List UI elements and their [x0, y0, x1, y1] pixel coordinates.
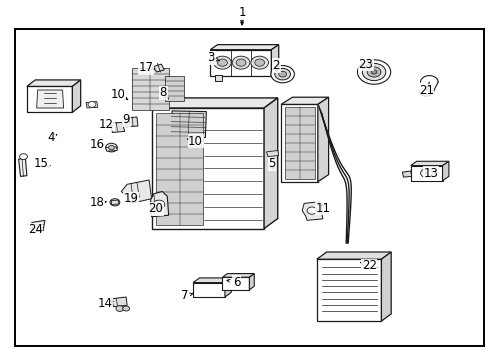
Circle shape — [278, 71, 286, 77]
Circle shape — [153, 200, 164, 209]
Bar — [165, 76, 183, 101]
Text: 13: 13 — [423, 167, 438, 180]
Polygon shape — [410, 166, 442, 181]
Polygon shape — [37, 90, 63, 108]
Text: 4: 4 — [47, 131, 55, 144]
Polygon shape — [264, 98, 277, 229]
Polygon shape — [381, 252, 390, 321]
Text: 6: 6 — [232, 276, 240, 289]
Circle shape — [20, 154, 27, 159]
Circle shape — [105, 143, 117, 152]
Polygon shape — [125, 117, 138, 127]
Text: 9: 9 — [122, 113, 130, 126]
Circle shape — [357, 60, 390, 84]
Polygon shape — [281, 97, 328, 104]
Circle shape — [420, 169, 431, 177]
Polygon shape — [302, 202, 322, 220]
Circle shape — [122, 306, 129, 311]
Polygon shape — [271, 45, 278, 76]
Circle shape — [232, 56, 249, 69]
Text: 12: 12 — [99, 118, 114, 131]
Circle shape — [366, 67, 380, 77]
Circle shape — [362, 63, 385, 81]
Circle shape — [274, 68, 290, 80]
Text: 11: 11 — [315, 202, 329, 215]
Polygon shape — [316, 259, 381, 321]
Polygon shape — [442, 161, 448, 181]
Circle shape — [88, 102, 96, 107]
Circle shape — [306, 207, 316, 214]
Circle shape — [250, 56, 268, 69]
Text: 16: 16 — [89, 138, 104, 151]
Text: 20: 20 — [148, 202, 163, 215]
Polygon shape — [86, 102, 98, 108]
Polygon shape — [210, 45, 278, 50]
Circle shape — [270, 66, 294, 83]
Bar — [156, 113, 203, 225]
Polygon shape — [222, 277, 249, 290]
Text: 14: 14 — [98, 297, 112, 310]
Polygon shape — [110, 122, 124, 132]
Text: 23: 23 — [358, 58, 372, 71]
Circle shape — [370, 70, 376, 74]
Polygon shape — [410, 161, 448, 166]
Bar — [284, 107, 314, 179]
Polygon shape — [210, 50, 271, 76]
Text: 8: 8 — [159, 86, 167, 99]
Circle shape — [116, 306, 123, 311]
Circle shape — [254, 59, 264, 66]
Circle shape — [108, 145, 114, 150]
Polygon shape — [111, 200, 118, 204]
Bar — [132, 68, 168, 110]
Polygon shape — [32, 220, 45, 232]
Polygon shape — [150, 192, 168, 217]
Polygon shape — [402, 171, 411, 177]
Text: 22: 22 — [361, 259, 376, 272]
Polygon shape — [317, 97, 328, 182]
Polygon shape — [215, 75, 222, 81]
Text: 24: 24 — [28, 223, 42, 236]
Text: 10: 10 — [188, 135, 203, 148]
Polygon shape — [222, 274, 254, 277]
Polygon shape — [19, 158, 27, 176]
Text: 1: 1 — [238, 6, 245, 19]
Text: 1: 1 — [238, 6, 245, 19]
Polygon shape — [121, 180, 151, 203]
Text: 17: 17 — [138, 61, 153, 74]
Bar — [15, 29, 483, 346]
Polygon shape — [224, 278, 231, 297]
Text: 19: 19 — [123, 192, 138, 205]
Circle shape — [217, 59, 227, 66]
Polygon shape — [111, 297, 127, 307]
Text: 3: 3 — [207, 51, 215, 64]
Text: 15: 15 — [34, 157, 49, 170]
Polygon shape — [105, 147, 117, 151]
Polygon shape — [316, 252, 390, 259]
Polygon shape — [249, 274, 254, 290]
Circle shape — [236, 59, 245, 66]
Polygon shape — [193, 283, 224, 297]
Polygon shape — [281, 104, 317, 182]
Circle shape — [110, 199, 120, 206]
Text: 10: 10 — [111, 88, 125, 101]
Polygon shape — [153, 64, 164, 72]
Polygon shape — [27, 86, 72, 112]
Text: 7: 7 — [181, 289, 188, 302]
Polygon shape — [266, 150, 278, 157]
Polygon shape — [171, 111, 206, 138]
Circle shape — [213, 56, 231, 69]
Text: 18: 18 — [89, 196, 104, 209]
Polygon shape — [72, 80, 81, 112]
Text: 21: 21 — [418, 84, 433, 97]
Polygon shape — [193, 278, 231, 283]
Polygon shape — [151, 98, 277, 108]
Text: 5: 5 — [267, 157, 275, 170]
Text: 2: 2 — [272, 59, 280, 72]
Polygon shape — [27, 80, 81, 86]
Polygon shape — [151, 108, 264, 229]
